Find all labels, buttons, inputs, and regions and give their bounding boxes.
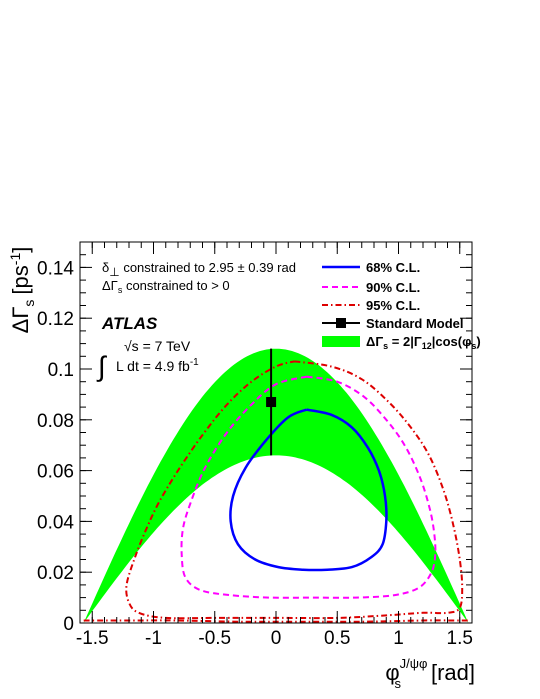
legend-label-sm: Standard Model bbox=[366, 316, 464, 331]
axis-ticks: -1.5 -1 -0.5 0 0.5 1 1.5 0 0.02 0.04 0.06 0.08 0.1 0.… bbox=[37, 241, 473, 649]
atlas-label: ATLAS bbox=[101, 314, 158, 333]
legend-band-sub2: 12 bbox=[422, 341, 432, 351]
y-tick-label: 0 bbox=[63, 614, 74, 635]
x-tick-label: -1.5 bbox=[76, 628, 109, 649]
integral-symbol: ∫ bbox=[96, 351, 108, 382]
band-2-gamma12-cos-phi bbox=[83, 348, 469, 623]
annotation-delta-symbol: δ bbox=[102, 260, 109, 275]
annotation-gamma-sub: s bbox=[118, 285, 123, 295]
x-tick-label: 1.5 bbox=[447, 628, 473, 649]
x-tick-label: 0.5 bbox=[324, 628, 350, 649]
y-axis-sub: s bbox=[21, 300, 37, 307]
x-axis-sub: s bbox=[394, 676, 401, 691]
legend-band-close: ) bbox=[476, 334, 480, 349]
y-tick-label: 0.02 bbox=[37, 563, 74, 584]
legend-swatch-band bbox=[322, 336, 360, 347]
legend-band-sub1: s bbox=[383, 341, 388, 351]
y-tick-label: 0.12 bbox=[37, 309, 74, 330]
legend-band-symbol: ΔΓ bbox=[366, 334, 383, 349]
legend-band-sub3: s bbox=[471, 341, 476, 351]
luminosity-text: L dt = 4.9 fb bbox=[116, 358, 190, 374]
x-tick-label: -0.5 bbox=[198, 628, 231, 649]
standard-model-point bbox=[266, 397, 277, 408]
annotation-delta-sub: ⊥ bbox=[109, 265, 119, 279]
standard-model-marker bbox=[266, 348, 277, 456]
y-axis-unit-close: ] bbox=[8, 247, 33, 253]
annotation-delta-text: constrained to 2.95 ± 0.39 rad bbox=[120, 260, 296, 275]
y-tick-label: 0.08 bbox=[37, 411, 74, 432]
y-tick-label: 0.06 bbox=[37, 462, 74, 483]
y-axis-label: ΔΓs [ps-1] bbox=[7, 247, 37, 334]
y-axis-symbol: ΔΓ bbox=[8, 307, 33, 334]
legend-marker-sm bbox=[336, 318, 346, 328]
x-axis-label: φJ/ψφ s [rad] bbox=[385, 656, 475, 691]
legend-label-cl95: 95% C.L. bbox=[366, 298, 420, 313]
y-tick-label: 0.1 bbox=[48, 360, 74, 381]
legend-label-cl68: 68% C.L. bbox=[366, 260, 420, 275]
luminosity-sup: -1 bbox=[190, 357, 199, 368]
legend-label-cl90: 90% C.L. bbox=[366, 280, 420, 295]
x-axis-sup: J/ψφ bbox=[400, 656, 428, 671]
y-axis-unit-sup: -1 bbox=[7, 253, 23, 266]
annotation-gamma-text: constrained to > 0 bbox=[122, 278, 229, 293]
legend-label-band: ΔΓs = 2|Γ12|cos(φs) bbox=[366, 334, 481, 351]
annotation-delta-constraint: δ⊥ constrained to 2.95 ± 0.39 rad bbox=[102, 260, 296, 279]
legend-band-post: |cos(φ bbox=[432, 334, 472, 349]
contour-90-c-l- bbox=[180, 375, 437, 599]
x-tick-label: 0 bbox=[271, 628, 282, 649]
contour-68-c-l- bbox=[229, 408, 388, 572]
y-axis-unit: [ps bbox=[8, 265, 33, 294]
x-axis-symbol: φ bbox=[385, 660, 399, 685]
y-tick-label: 0.04 bbox=[37, 512, 74, 533]
x-tick-label: 1 bbox=[393, 628, 404, 649]
annotation-gamma-symbol: ΔΓ bbox=[102, 278, 118, 293]
y-tick-label: 0.14 bbox=[37, 258, 74, 279]
legend: 68% C.L. 90% C.L. 95% C.L. Standard Mode… bbox=[322, 260, 481, 351]
sqrt-s-label: √s = 7 TeV bbox=[124, 338, 191, 354]
annotation-gamma-constraint: ΔΓs constrained to > 0 bbox=[102, 278, 230, 295]
x-axis-unit: [rad] bbox=[431, 660, 475, 685]
luminosity-label: L dt = 4.9 fb-1 bbox=[116, 357, 199, 374]
x-tick-label: -1 bbox=[145, 628, 162, 649]
legend-band-mid: = 2|Γ bbox=[388, 334, 422, 349]
